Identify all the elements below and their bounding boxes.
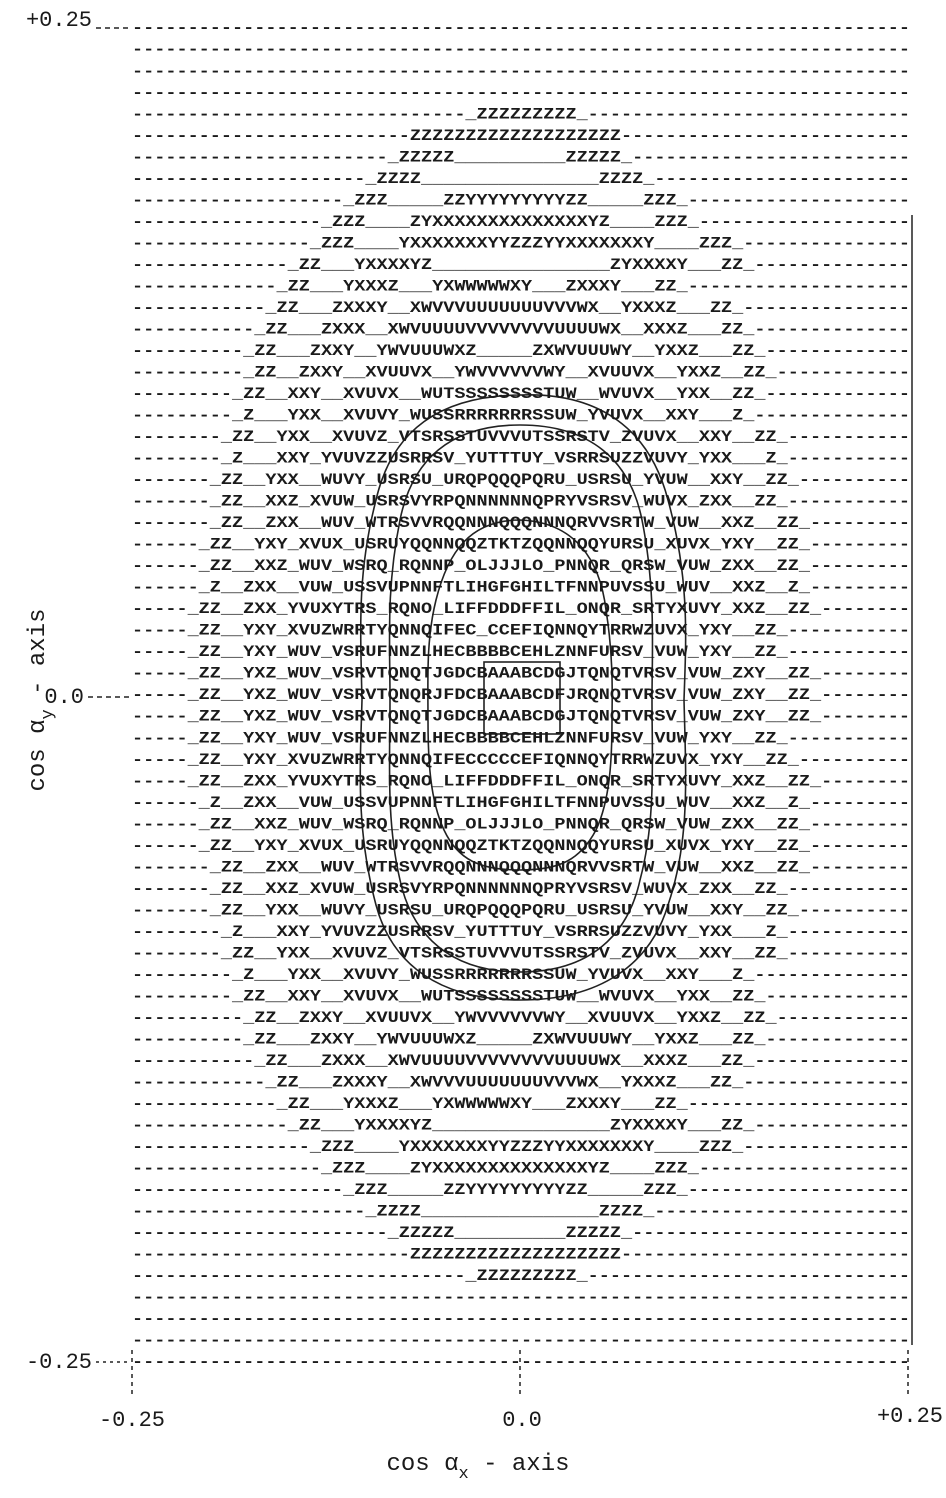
contour-middle	[388, 424, 654, 973]
label-subscript: x	[458, 1465, 468, 1484]
char-row: -------------------_ZZZ_____ZZYYYYYYYYYZ…	[132, 191, 910, 209]
char-row: ----------------------------------------…	[132, 84, 910, 102]
char-row: ----------_ZZ___ZXXY__YWVUUUWXZ_____ZXWV…	[132, 1030, 910, 1048]
char-row: -------------------------ZZZZZZZZZZZZZZZ…	[132, 1246, 910, 1264]
y-tick-label: -0.25	[26, 1350, 92, 1375]
char-row: ----------------------------------------…	[132, 62, 910, 80]
char-row: -------------------_ZZZ_____ZZYYYYYYYYYZ…	[132, 1181, 910, 1199]
char-row: ---------_ZZ__XXY__XVUVX__WUTSSSSSSSSTUW…	[132, 987, 910, 1005]
char-row: --------_Z___XXY_YVUVZZUSRRSV_YUTTTUY_VS…	[132, 923, 910, 941]
char-row: -----_ZZ__YXZ_WUV_VSRVTQNQTJGDCBAAABCDGJ…	[132, 665, 910, 683]
char-row: ----------------_ZZZ____YXXXXXXXYYZZZYYX…	[132, 234, 910, 252]
char-row: -------_ZZ__YXX__WUVY_USRSU_URQPQQQPQRU_…	[132, 471, 910, 489]
char-row: ----------------------------------------…	[132, 19, 910, 37]
char-row: ------------------------------_ZZZZZZZZZ…	[132, 105, 910, 123]
char-row: -----_ZZ__ZXX_YVUXYTRS_RQNO_LIFFDDDFFIL_…	[132, 772, 910, 790]
char-row: ---------------------_ZZZZ______________…	[132, 1203, 910, 1221]
x-tick-label: -0.25	[99, 1408, 165, 1433]
label-base: cos α	[25, 720, 52, 792]
x-tick-label: +0.25	[877, 1404, 943, 1429]
char-row: ---------_Z___YXX__XVUVY_WUSSRRRRRRRSSUW…	[132, 966, 910, 984]
char-row: ------------_ZZ___ZXXXY__XWVVVUUUUUUUVVV…	[132, 299, 910, 317]
char-row: -----_ZZ__YXY_XVUZWRRTYQNNQIFECCCCCEFIQN…	[132, 751, 910, 769]
char-row: -------_ZZ__XXZ_XVUW_USRSVYRPQNNNNNNQPRY…	[132, 493, 910, 511]
y-axis-label: cos αy - axis	[25, 608, 58, 791]
char-row: ----------------------------------------…	[132, 1353, 910, 1371]
char-row: ---------_ZZ__XXY__XVUVX__WUTSSSSSSSSTUW…	[132, 385, 910, 403]
char-row: --------------_ZZ___YXXXXYZ_____________…	[132, 1117, 910, 1135]
char-row: ------_ZZ__YXY_XVUX_USRUYQQNNQQZTKTZQQNN…	[132, 837, 910, 855]
contour-outer	[359, 394, 687, 1001]
char-row: -----------_ZZ___ZXXX__XWVUUUUVVVVVVVVUU…	[132, 320, 910, 338]
char-row: ----------------_ZZZ____YXXXXXXXYYZZZYYX…	[132, 1138, 910, 1156]
contour-core	[483, 661, 561, 735]
label-subscript: y	[39, 709, 58, 719]
char-row: ------_ZZ__XXZ_WUV_WSRQ_RQNNP_OLJJJLO_PN…	[132, 557, 910, 575]
char-row: -----_ZZ__ZXX_YVUXYTRS_RQNO_LIFFDDDFFIL_…	[132, 600, 910, 618]
char-row: ----------------------------------------…	[132, 1310, 910, 1328]
char-row: -----------------_ZZZ____ZYXXXXXXXXXXXXX…	[132, 213, 910, 231]
character-map: ----------------------------------------…	[132, 19, 910, 1371]
char-row: ----------_ZZ__ZXXY__XVUUVX__YWVVVVVVWY_…	[132, 1009, 910, 1027]
label-suffix: - axis	[25, 608, 52, 709]
char-row: ------------_ZZ___ZXXXY__XWVVVUUUUUUUVVV…	[132, 1074, 910, 1092]
char-row: ----------------------------------------…	[132, 1289, 910, 1307]
char-row: --------_ZZ__YXX__XVUVZ_VTSRSSTUVVVUTSSR…	[132, 944, 910, 962]
char-row: -------_ZZ__ZXX__WUV_WTRSVVRQQNNNQQQNNNQ…	[132, 514, 910, 532]
contour-inner	[427, 519, 614, 871]
char-row: -----_ZZ__YXZ_WUV_VSRVTQNQRJFDCBAAABCDFJ…	[132, 686, 910, 704]
char-row: -------_ZZ__YXX__WUVY_USRSU_URQPQQQPQRU_…	[132, 901, 910, 919]
char-row: --------------_ZZ___YXXXXYZ_____________…	[132, 256, 910, 274]
char-row: ---------------------_ZZZZ______________…	[132, 170, 910, 188]
char-row: -----------------------_ZZZZZ__________Z…	[132, 148, 910, 166]
char-row: -----_ZZ__YXY_XVUZWRRTYQNNQIFEC_CCEFIQNN…	[132, 622, 910, 640]
char-row: ------------------------------_ZZZZZZZZZ…	[132, 1267, 910, 1285]
char-row: --------_Z___XXY_YVUVZZUSRRSV_YUTTTUY_VS…	[132, 450, 910, 468]
char-row: -------------_ZZ___YXXXZ___YXWWWWWXY___Z…	[132, 1095, 910, 1113]
x-axis-label: cos αx - axis	[386, 1451, 569, 1484]
char-row: -------_ZZ__XXZ_XVUW_USRSVYRPQNNNNNNQPRY…	[132, 880, 910, 898]
char-row: --------_ZZ__YXX__XVUVZ_VTSRSSTUVVVUTSSR…	[132, 428, 910, 446]
char-row: ----------_ZZ__ZXXY__XVUUVX__YWVVVVVVWY_…	[132, 363, 910, 381]
char-row: -----_ZZ__YXZ_WUV_VSRVTQNQTJGDCBAAABCDGJ…	[132, 708, 910, 726]
char-row: ----------------------------------------…	[132, 41, 910, 59]
char-row: ----------------------------------------…	[132, 1332, 910, 1350]
char-row: ----------_ZZ___ZXXY__YWVUUUWXZ_____ZXWV…	[132, 342, 910, 360]
char-row: -------------------------ZZZZZZZZZZZZZZZ…	[132, 127, 910, 145]
char-row: ------_ZZ__YXY_XVUX_USRUYQQNNQQZTKTZQQNN…	[132, 536, 910, 554]
char-row: -----_ZZ__YXY_WUV_VSRUFNNZLHECBBBBCEHLZN…	[132, 729, 910, 747]
char-row: -----------------_ZZZ____ZYXXXXXXXXXXXXX…	[132, 1160, 910, 1178]
x-tick-label: 0.0	[502, 1408, 542, 1433]
char-row: -----------_ZZ___ZXXX__XWVUUUUVVVVVVVVUU…	[132, 1052, 910, 1070]
char-row: ------_Z__ZXX__VUW_USSVUPNNFTLIHGFGHILTF…	[132, 579, 910, 597]
label-base: cos α	[386, 1451, 458, 1478]
y-tick-label: +0.25	[26, 8, 92, 33]
char-row: -------------_ZZ___YXXXZ___YXWWWWWXY___Z…	[132, 277, 910, 295]
char-row: ------_Z__ZXX__VUW_USSVUPNNFTLIHGFGHILTF…	[132, 794, 910, 812]
char-row: ---------_Z___YXX__XVUVY_WUSSRRRRRRRSSUW…	[132, 407, 910, 425]
char-row: -----------------------_ZZZZZ__________Z…	[132, 1224, 910, 1242]
char-row: -------_ZZ__ZXX__WUV_WTRSVVRQQNNNQQQNNNQ…	[132, 858, 910, 876]
y-tick-label: 0.0	[44, 685, 84, 710]
label-suffix: - axis	[469, 1451, 570, 1478]
char-row: -----_ZZ__YXY_WUV_VSRUFNNZLHECBBBBCEHLZN…	[132, 643, 910, 661]
char-row: ------_ZZ__XXZ_WUV_WSRQ_RQNNP_OLJJJLO_PN…	[132, 815, 910, 833]
